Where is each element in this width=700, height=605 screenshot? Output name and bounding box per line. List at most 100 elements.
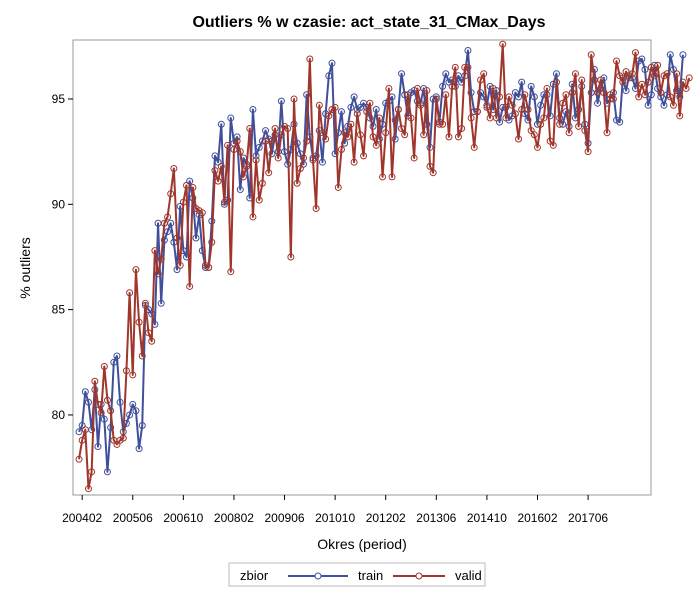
data-point-train <box>518 78 526 86</box>
data-point-valid <box>597 76 605 84</box>
data-point-valid <box>211 167 219 175</box>
data-point-train <box>160 236 168 244</box>
data-point-valid <box>619 78 627 86</box>
data-point-valid <box>145 329 153 337</box>
data-point-valid <box>398 124 406 132</box>
data-point-valid <box>300 154 307 162</box>
data-point-train <box>277 97 285 105</box>
data-point-valid <box>559 99 567 107</box>
data-point-valid <box>502 114 510 122</box>
data-point-valid <box>515 135 523 143</box>
data-point-valid <box>325 112 333 120</box>
data-point-valid <box>461 63 469 71</box>
data-point-valid <box>464 63 472 71</box>
data-point-valid <box>435 120 443 128</box>
data-point-valid <box>141 299 149 307</box>
data-point-valid <box>126 289 134 297</box>
legend-marker-valid <box>415 572 423 580</box>
data-point-valid <box>521 91 529 99</box>
data-point-valid <box>442 91 450 99</box>
series-layer <box>75 40 693 493</box>
data-point-valid <box>135 318 143 326</box>
x-tick-label: 201410 <box>467 511 507 525</box>
y-tick-label: 90 <box>52 197 66 211</box>
data-point-valid <box>243 162 251 170</box>
data-point-valid <box>613 57 621 65</box>
x-tick-label: 201706 <box>568 511 608 525</box>
data-point-valid <box>265 169 273 177</box>
data-point-train <box>331 150 339 158</box>
data-point-train <box>116 398 124 406</box>
data-point-train <box>94 443 102 451</box>
data-point-valid <box>122 367 130 375</box>
x-tick-label: 200906 <box>265 511 305 525</box>
series-line-valid <box>78 43 691 490</box>
data-point-valid <box>331 103 339 111</box>
data-point-valid <box>568 89 576 97</box>
data-point-valid <box>584 148 592 156</box>
legend: zbior train valid <box>228 562 486 587</box>
data-point-valid <box>88 468 96 476</box>
data-point-valid <box>119 434 127 442</box>
data-point-valid <box>230 146 238 154</box>
data-point-train <box>439 82 447 90</box>
data-point-valid <box>189 183 197 191</box>
data-point-valid <box>647 63 655 71</box>
data-point-valid <box>322 135 330 143</box>
data-point-valid <box>682 84 690 92</box>
data-point-train <box>84 398 92 406</box>
plot-frame <box>72 39 652 496</box>
data-point-valid <box>609 95 617 103</box>
data-point-valid <box>363 108 371 116</box>
data-point-valid <box>84 485 92 493</box>
data-point-train <box>398 70 406 78</box>
x-axis-label: Okres (period) <box>317 536 406 552</box>
data-point-valid <box>480 70 488 78</box>
data-point-valid <box>356 131 364 139</box>
data-point-valid <box>549 141 557 149</box>
data-point-train <box>110 358 118 366</box>
data-point-valid <box>236 148 244 156</box>
data-point-valid <box>562 91 570 99</box>
x-tick-label: 200402 <box>62 511 102 525</box>
data-point-valid <box>641 91 649 99</box>
data-point-train <box>537 101 545 109</box>
data-point-valid <box>420 131 428 139</box>
data-point-train <box>527 82 535 90</box>
data-point-train <box>638 55 646 63</box>
data-point-valid <box>432 95 440 103</box>
data-point-valid <box>94 400 102 408</box>
data-point-valid <box>524 106 532 114</box>
data-point-valid <box>164 213 172 221</box>
data-point-valid <box>217 162 225 170</box>
data-point-valid <box>312 205 320 213</box>
data-point-valid <box>360 152 368 160</box>
data-point-valid <box>258 179 266 187</box>
data-point-train <box>562 108 570 116</box>
data-point-valid <box>669 101 677 109</box>
data-point-valid <box>673 70 681 78</box>
data-point-valid <box>679 78 687 86</box>
data-point-valid <box>372 141 380 149</box>
data-point-valid <box>635 93 643 101</box>
data-point-valid <box>246 124 254 132</box>
data-point-valid <box>473 108 481 116</box>
data-point-valid <box>445 133 453 141</box>
data-point-train <box>262 127 270 135</box>
data-point-valid <box>540 114 548 122</box>
data-point-valid <box>138 352 146 360</box>
y-axis: 80 85 90 95 <box>52 92 73 422</box>
data-point-valid <box>306 55 314 63</box>
x-tick-label: 201306 <box>416 511 456 525</box>
data-point-valid <box>603 129 611 137</box>
data-point-valid <box>214 177 222 185</box>
x-tick-label: 200506 <box>113 511 153 525</box>
data-point-valid <box>227 268 235 276</box>
data-point-valid <box>571 70 579 78</box>
data-point-valid <box>575 122 583 130</box>
data-point-valid <box>426 162 434 170</box>
x-tick-label: 200610 <box>163 511 203 525</box>
data-point-valid <box>470 143 478 151</box>
